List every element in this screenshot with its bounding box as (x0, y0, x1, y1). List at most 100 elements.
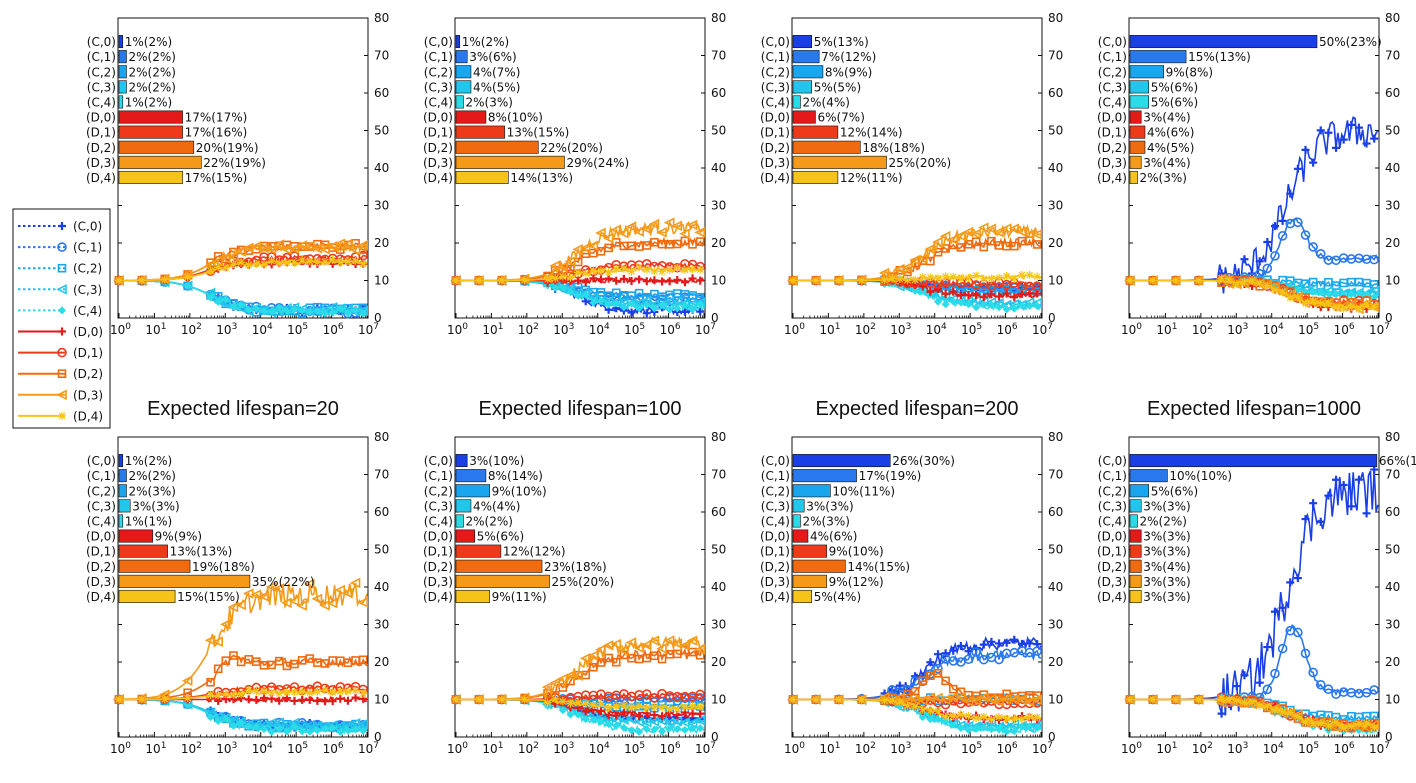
series-marker-(D,4) (321, 686, 330, 695)
series-marker-(D,4) (214, 263, 223, 272)
series-marker-(D,4) (336, 687, 345, 696)
bar-category-label: (C,1) (424, 50, 453, 64)
bar-(C,2) (792, 484, 831, 498)
series-marker-(D,3) (947, 234, 959, 245)
series-marker-(C,4) (359, 309, 368, 318)
series-marker-(D,1) (695, 689, 705, 700)
series-marker-(C,4) (926, 715, 935, 724)
series-marker-(D,4) (267, 688, 276, 697)
x-tick-label: 106 (323, 741, 344, 756)
bar-(C,1) (118, 50, 127, 64)
series-marker-(D,4) (926, 273, 935, 282)
series-marker-(D,4) (1002, 714, 1011, 723)
series-marker-(C,4) (1332, 290, 1341, 299)
series-marker-(C,4) (1025, 722, 1034, 731)
bar-category-label: (D,2) (86, 560, 116, 574)
x-tick-label: 100 (1121, 741, 1142, 756)
bar-(C,0) (455, 35, 461, 49)
bar-category-label: (D,4) (423, 171, 453, 185)
y-tick-label: 60 (374, 86, 389, 100)
series-marker-(C,4) (237, 300, 246, 309)
series-marker-(D,3) (212, 256, 223, 267)
x-tick-label: 106 (323, 322, 344, 337)
series-marker-(D,2) (229, 651, 238, 660)
series-marker-(D,4) (1232, 696, 1241, 705)
series-marker-(D,4) (305, 257, 314, 266)
bar-category-label: (D,4) (423, 590, 453, 604)
bar-(C,1) (1129, 469, 1168, 483)
series-marker-(D,4) (1194, 276, 1203, 285)
series-marker-(D,3) (977, 692, 989, 703)
series-marker-(C,4) (949, 297, 958, 306)
series-marker-(D,3) (1016, 226, 1027, 238)
y-tick-label: 60 (711, 505, 726, 519)
series-marker-(C,4) (558, 283, 567, 292)
series-marker-(D,4) (1002, 271, 1011, 280)
bar-value-label: 2%(3%) (465, 95, 512, 109)
y-tick-label: 50 (1385, 124, 1400, 138)
series-marker-(C,4) (665, 723, 674, 732)
series-marker-(D,4) (115, 276, 123, 285)
series-marker-(D,4) (244, 686, 253, 695)
series-marker-(D,3) (587, 240, 599, 252)
bar-value-label: 25%(20%) (889, 156, 952, 170)
series-marker-(C,0) (1278, 603, 1287, 612)
series-marker-(D,4) (612, 702, 621, 711)
series-marker-(D,4) (1270, 286, 1279, 295)
series-marker-(D,0) (658, 712, 667, 721)
bar-(D,3) (792, 574, 827, 588)
series-marker-(D,3) (640, 639, 652, 651)
series-marker-(D,4) (290, 688, 299, 697)
series-marker-(D,4) (497, 276, 506, 285)
legend-marker-(C,3) (56, 284, 67, 295)
series-marker-(D,4) (351, 686, 360, 695)
series-marker-(C,4) (688, 305, 697, 314)
series-marker-(D,4) (933, 274, 942, 283)
x-tick-label: 105 (287, 741, 308, 756)
series-marker-(D,1) (641, 689, 652, 699)
series-marker-(C,4) (642, 300, 651, 309)
bar-category-label: (C,2) (761, 65, 790, 79)
bar-(D,1) (118, 125, 183, 139)
series-marker-(C,4) (237, 718, 246, 727)
series-marker-(C,4) (321, 724, 330, 733)
series-marker-(C,1) (1293, 217, 1303, 228)
series-marker-(D,3) (633, 226, 644, 237)
series-marker-(D,3) (220, 252, 231, 264)
series-marker-(C,0) (1354, 123, 1363, 132)
series-marker-(C,1) (1300, 648, 1311, 659)
series-marker-(D,3) (955, 692, 966, 703)
y-tick-label: 40 (1385, 161, 1400, 175)
chart-panel-8: 0 10 20 30 40 50 60 70 80 100 101 102 103 104 105 106 10… (1097, 430, 1416, 756)
bar-value-label: 3%(3%) (132, 499, 179, 513)
series-marker-(C,4) (1002, 727, 1011, 736)
series-marker-(C,0) (1347, 120, 1356, 129)
y-tick-label: 70 (374, 49, 389, 63)
series-marker-(D,0) (298, 695, 307, 704)
y-tick-label: 0 (1385, 311, 1393, 325)
series-marker-(C,0) (964, 647, 973, 656)
bar-value-label: 5%(13%) (814, 35, 869, 49)
series-marker-(D,4) (551, 274, 560, 283)
series-marker-(D,0) (244, 695, 253, 704)
series-marker-(C,0) (1286, 578, 1295, 587)
series-marker-(C,1) (1315, 679, 1326, 690)
series-marker-(D,3) (235, 599, 246, 611)
series-marker-(D,4) (933, 707, 942, 716)
series-marker-(D,3) (265, 581, 277, 593)
series-marker-(C,4) (359, 726, 368, 735)
bar-category-label: (C,0) (87, 454, 116, 468)
series-marker-(C,3) (671, 296, 683, 307)
bar-(C,3) (792, 499, 805, 513)
series-marker-(D,3) (220, 619, 231, 630)
series-marker-(C,4) (933, 297, 942, 306)
bar-value-label: 22%(19%) (203, 156, 266, 170)
series-marker-(D,3) (281, 597, 292, 609)
series-marker-(C,4) (1017, 301, 1026, 310)
series-marker-(D,4) (1148, 276, 1157, 285)
series-marker-(C,4) (1010, 727, 1019, 736)
series-marker-(D,3) (557, 673, 568, 685)
series-marker-(D,4) (941, 712, 950, 721)
series-marker-(D,4) (673, 263, 682, 272)
series-marker-(D,4) (972, 714, 981, 723)
